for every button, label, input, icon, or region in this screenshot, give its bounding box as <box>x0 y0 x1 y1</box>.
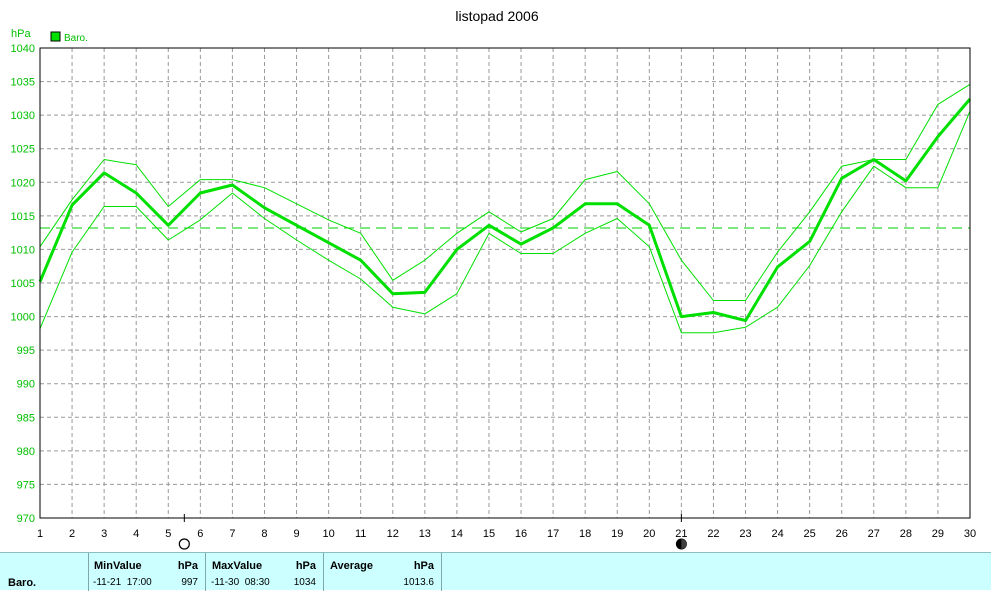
min-value-cell: MinValue hPa -11-21 17:00 997 <box>89 553 206 591</box>
x-tick-label: 10 <box>322 528 334 540</box>
max-value-header: MaxValue <box>212 560 263 572</box>
y-tick-label: 970 <box>17 513 35 525</box>
x-tick-label: 16 <box>515 528 527 540</box>
y-tick-label: 1015 <box>11 211 35 223</box>
y-tick-label: 990 <box>17 379 35 391</box>
x-tick-label: 26 <box>836 528 848 540</box>
plot-area <box>39 47 971 519</box>
y-tick-label: 1025 <box>11 144 35 156</box>
y-tick-label: 1000 <box>11 312 35 324</box>
x-tick-label: 20 <box>643 528 655 540</box>
grid <box>40 48 970 518</box>
x-tick-label: 2 <box>69 528 75 540</box>
x-tick-label: 17 <box>547 528 559 540</box>
x-axis-ticks: 1 2 3 4 5 6 7 8 9 10 11 12 13 14 15 16 17 18 19 20 21 22 23 24 2… <box>37 528 976 540</box>
legend: Baro. <box>50 31 88 44</box>
legend-label: Baro. <box>64 33 88 44</box>
x-tick-label: 21 <box>675 528 687 540</box>
y-tick-label: 1035 <box>11 77 35 89</box>
y-axis-unit: hPa <box>11 28 31 40</box>
x-tick-label: 24 <box>771 528 783 540</box>
stats-label-cell: Baro. <box>0 553 89 591</box>
max-value-time: -11-30 08:30 <box>211 577 270 588</box>
new-moon-icon <box>675 538 687 550</box>
min-value: 997 <box>181 577 198 588</box>
x-tick-label: 8 <box>261 528 267 540</box>
max-value: 1034 <box>293 577 316 588</box>
legend-swatch <box>50 31 61 42</box>
x-tick-label: 9 <box>293 528 299 540</box>
stats-row-label: Baro. <box>8 577 37 589</box>
x-tick-label: 12 <box>387 528 399 540</box>
x-tick-label: 18 <box>579 528 591 540</box>
y-tick-label: 1005 <box>11 278 35 290</box>
y-tick-label: 1020 <box>11 177 35 189</box>
x-tick-label: 29 <box>932 528 944 540</box>
y-tick-label: 1040 <box>11 43 35 55</box>
x-tick-label: 30 <box>964 528 976 540</box>
x-tick-label: 25 <box>804 528 816 540</box>
y-axis-ticks: 970 975 980 985 990 995 1000 1005 1010 1015 1020 10… <box>11 43 35 525</box>
y-tick-label: 995 <box>17 345 35 357</box>
average-header: Average <box>330 560 374 572</box>
x-tick-label: 1 <box>37 528 43 540</box>
x-tick-label: 19 <box>611 528 623 540</box>
pressure-chart: listopad 2006 hPa Baro. 9709759809859909… <box>11 8 976 550</box>
x-tick-label: 6 <box>197 528 203 540</box>
series-lines <box>38 83 972 334</box>
min-value-time: -11-21 17:00 <box>93 577 152 588</box>
y-tick-label: 980 <box>17 446 35 458</box>
series-line-max <box>39 83 971 301</box>
stats-table: Baro. MinValue hPa -11-21 17:00 997 MaxV… <box>0 552 991 591</box>
x-tick-label: 3 <box>101 528 107 540</box>
x-tick-label: 5 <box>165 528 171 540</box>
full-moon-icon <box>178 538 190 550</box>
max-value-unit: hPa <box>295 560 316 572</box>
series-line-min <box>39 110 971 334</box>
max-value-cell: MaxValue hPa -11-30 08:30 1034 <box>206 553 324 591</box>
y-tick-label: 985 <box>17 412 35 424</box>
x-tick-label: 14 <box>451 528 463 540</box>
average-cell: Average hPa 1013.6 <box>324 553 442 591</box>
x-tick-label: 4 <box>133 528 139 540</box>
moon-phases <box>178 514 687 550</box>
x-tick-label: 11 <box>355 528 366 540</box>
x-tick-label: 23 <box>739 528 751 540</box>
average-unit: hPa <box>413 560 434 572</box>
min-value-unit: hPa <box>177 560 198 572</box>
y-tick-label: 975 <box>17 479 35 491</box>
y-tick-label: 1030 <box>11 110 35 122</box>
x-tick-label: 27 <box>868 528 880 540</box>
average-value: 1013.6 <box>403 577 434 588</box>
x-tick-label: 28 <box>900 528 912 540</box>
x-tick-label: 13 <box>419 528 431 540</box>
min-value-header: MinValue <box>94 560 142 572</box>
x-tick-label: 15 <box>483 528 495 540</box>
series-line-mean <box>38 98 972 323</box>
chart-title: listopad 2006 <box>455 8 539 24</box>
y-tick-label: 1010 <box>11 244 35 256</box>
x-tick-label: 7 <box>229 528 235 540</box>
x-tick-label: 22 <box>707 528 719 540</box>
